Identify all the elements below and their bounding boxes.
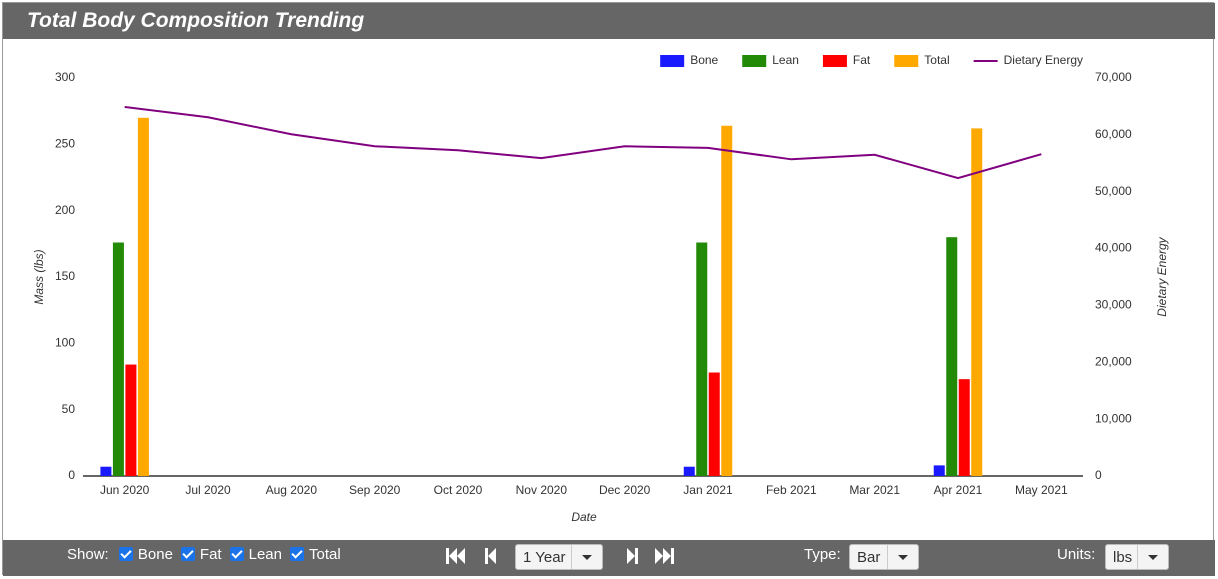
prev-button[interactable] — [485, 548, 496, 564]
legend-label: Lean — [772, 53, 799, 67]
legend-swatch — [822, 55, 847, 67]
bar — [946, 237, 958, 476]
legend-label: Bone — [690, 53, 718, 67]
x-tick-label: Sep 2020 — [349, 483, 401, 497]
last-button[interactable] — [655, 548, 674, 564]
checkbox-label: Fat — [199, 546, 222, 563]
header-bar: Total Body Composition Trending — [3, 3, 1215, 39]
y-tick-label: 250 — [55, 137, 75, 151]
period-dropdown[interactable]: 1 Year — [515, 544, 603, 570]
units-dropdown[interactable]: lbs — [1105, 544, 1169, 570]
checkbox[interactable]: Fat — [180, 540, 222, 570]
y2-tick-label: 0 — [1095, 468, 1102, 482]
bar — [971, 128, 983, 476]
bar — [958, 379, 970, 476]
first-button[interactable] — [446, 548, 465, 564]
y-tick-label: 100 — [55, 336, 75, 350]
show-filter: Show: Bone Fat Lean Total — [67, 540, 349, 576]
bar — [683, 466, 695, 476]
y2-tick-label: 10,000 — [1095, 411, 1132, 425]
y2-tick-label: 50,000 — [1095, 184, 1132, 198]
x-tick-label: Oct 2020 — [434, 483, 483, 497]
legend-swatch — [660, 55, 685, 67]
checkbox[interactable]: Total — [289, 540, 341, 570]
y-tick-label: 300 — [55, 70, 75, 84]
bar — [100, 466, 112, 476]
units-value: lbs — [1113, 549, 1133, 566]
legend: Bone Lean Fat Total Dietary Energy — [660, 53, 1083, 67]
line — [124, 106, 1042, 180]
bar — [696, 242, 708, 476]
legend-swatch — [894, 55, 919, 67]
show-label: Show: — [67, 546, 109, 563]
x-tick-label: Mar 2021 — [849, 483, 900, 497]
y2-tick-label: 20,000 — [1095, 354, 1132, 368]
dropdown-arrow — [887, 545, 918, 569]
checkbox-box — [229, 547, 244, 561]
type-value: Bar — [857, 549, 881, 566]
checkbox[interactable]: Bone — [118, 540, 173, 570]
y2-tick-label: 40,000 — [1095, 241, 1132, 255]
checkbox-label: Total — [308, 546, 341, 563]
period-value: 1 Year — [523, 549, 566, 566]
x-tick-label: Nov 2020 — [516, 483, 568, 497]
type-label: Type: — [804, 546, 841, 563]
checkbox[interactable]: Lean — [229, 540, 282, 570]
checkbox-label: Bone — [137, 546, 173, 563]
dropdown-arrow — [571, 545, 602, 569]
x-tick-label: Jan 2021 — [683, 483, 733, 497]
legend-label: Total — [924, 53, 949, 67]
dropdown-arrow — [1137, 545, 1168, 569]
x-tick-label: Aug 2020 — [266, 483, 318, 497]
x-axis-title: Date — [571, 510, 597, 524]
y-tick-label: 50 — [62, 402, 76, 416]
units-label: Units: — [1057, 546, 1096, 563]
y2-tick-label: 70,000 — [1095, 70, 1132, 84]
checkbox-label: Lean — [248, 546, 282, 563]
x-tick-label: Feb 2021 — [766, 483, 817, 497]
bar — [112, 242, 124, 476]
legend-label: Fat — [853, 53, 871, 67]
bar — [125, 364, 137, 476]
y-tick-label: 150 — [55, 269, 75, 283]
y2-tick-label: 60,000 — [1095, 127, 1132, 141]
x-tick-label: Jul 2020 — [185, 483, 231, 497]
chart-title: Total Body Composition Trending — [27, 9, 365, 32]
y-tick-label: 200 — [55, 203, 75, 217]
y2-tick-label: 30,000 — [1095, 298, 1132, 312]
legend-label: Dietary Energy — [1004, 53, 1083, 67]
y-tick-label: 0 — [68, 468, 75, 482]
y-axis-title: Mass (lbs) — [32, 249, 46, 304]
y2-axis-title: Dietary Energy — [1155, 236, 1169, 316]
bar — [137, 117, 149, 477]
checkbox-box — [118, 547, 133, 561]
type-dropdown[interactable]: Bar — [849, 544, 919, 570]
x-tick-label: Apr 2021 — [934, 483, 983, 497]
checkbox-box — [289, 547, 304, 561]
bar — [708, 372, 720, 476]
checkbox-group: Bone Fat Lean Total — [118, 546, 349, 563]
bar — [721, 125, 733, 476]
navigation — [446, 548, 674, 564]
legend-swatch — [742, 55, 767, 67]
x-tick-label: Dec 2020 — [599, 483, 651, 497]
chart: Date Mass (lbs) Dietary Energy Bone Lean F… — [32, 53, 1169, 524]
x-tick-label: May 2021 — [1015, 483, 1068, 497]
toolbar: Show: Bone Fat Lean Total 1 Year Type: Bar … — [3, 540, 1215, 576]
x-tick-label: Jun 2020 — [100, 483, 150, 497]
next-button[interactable] — [627, 548, 638, 564]
checkbox-box — [180, 547, 195, 561]
bar — [933, 465, 945, 476]
